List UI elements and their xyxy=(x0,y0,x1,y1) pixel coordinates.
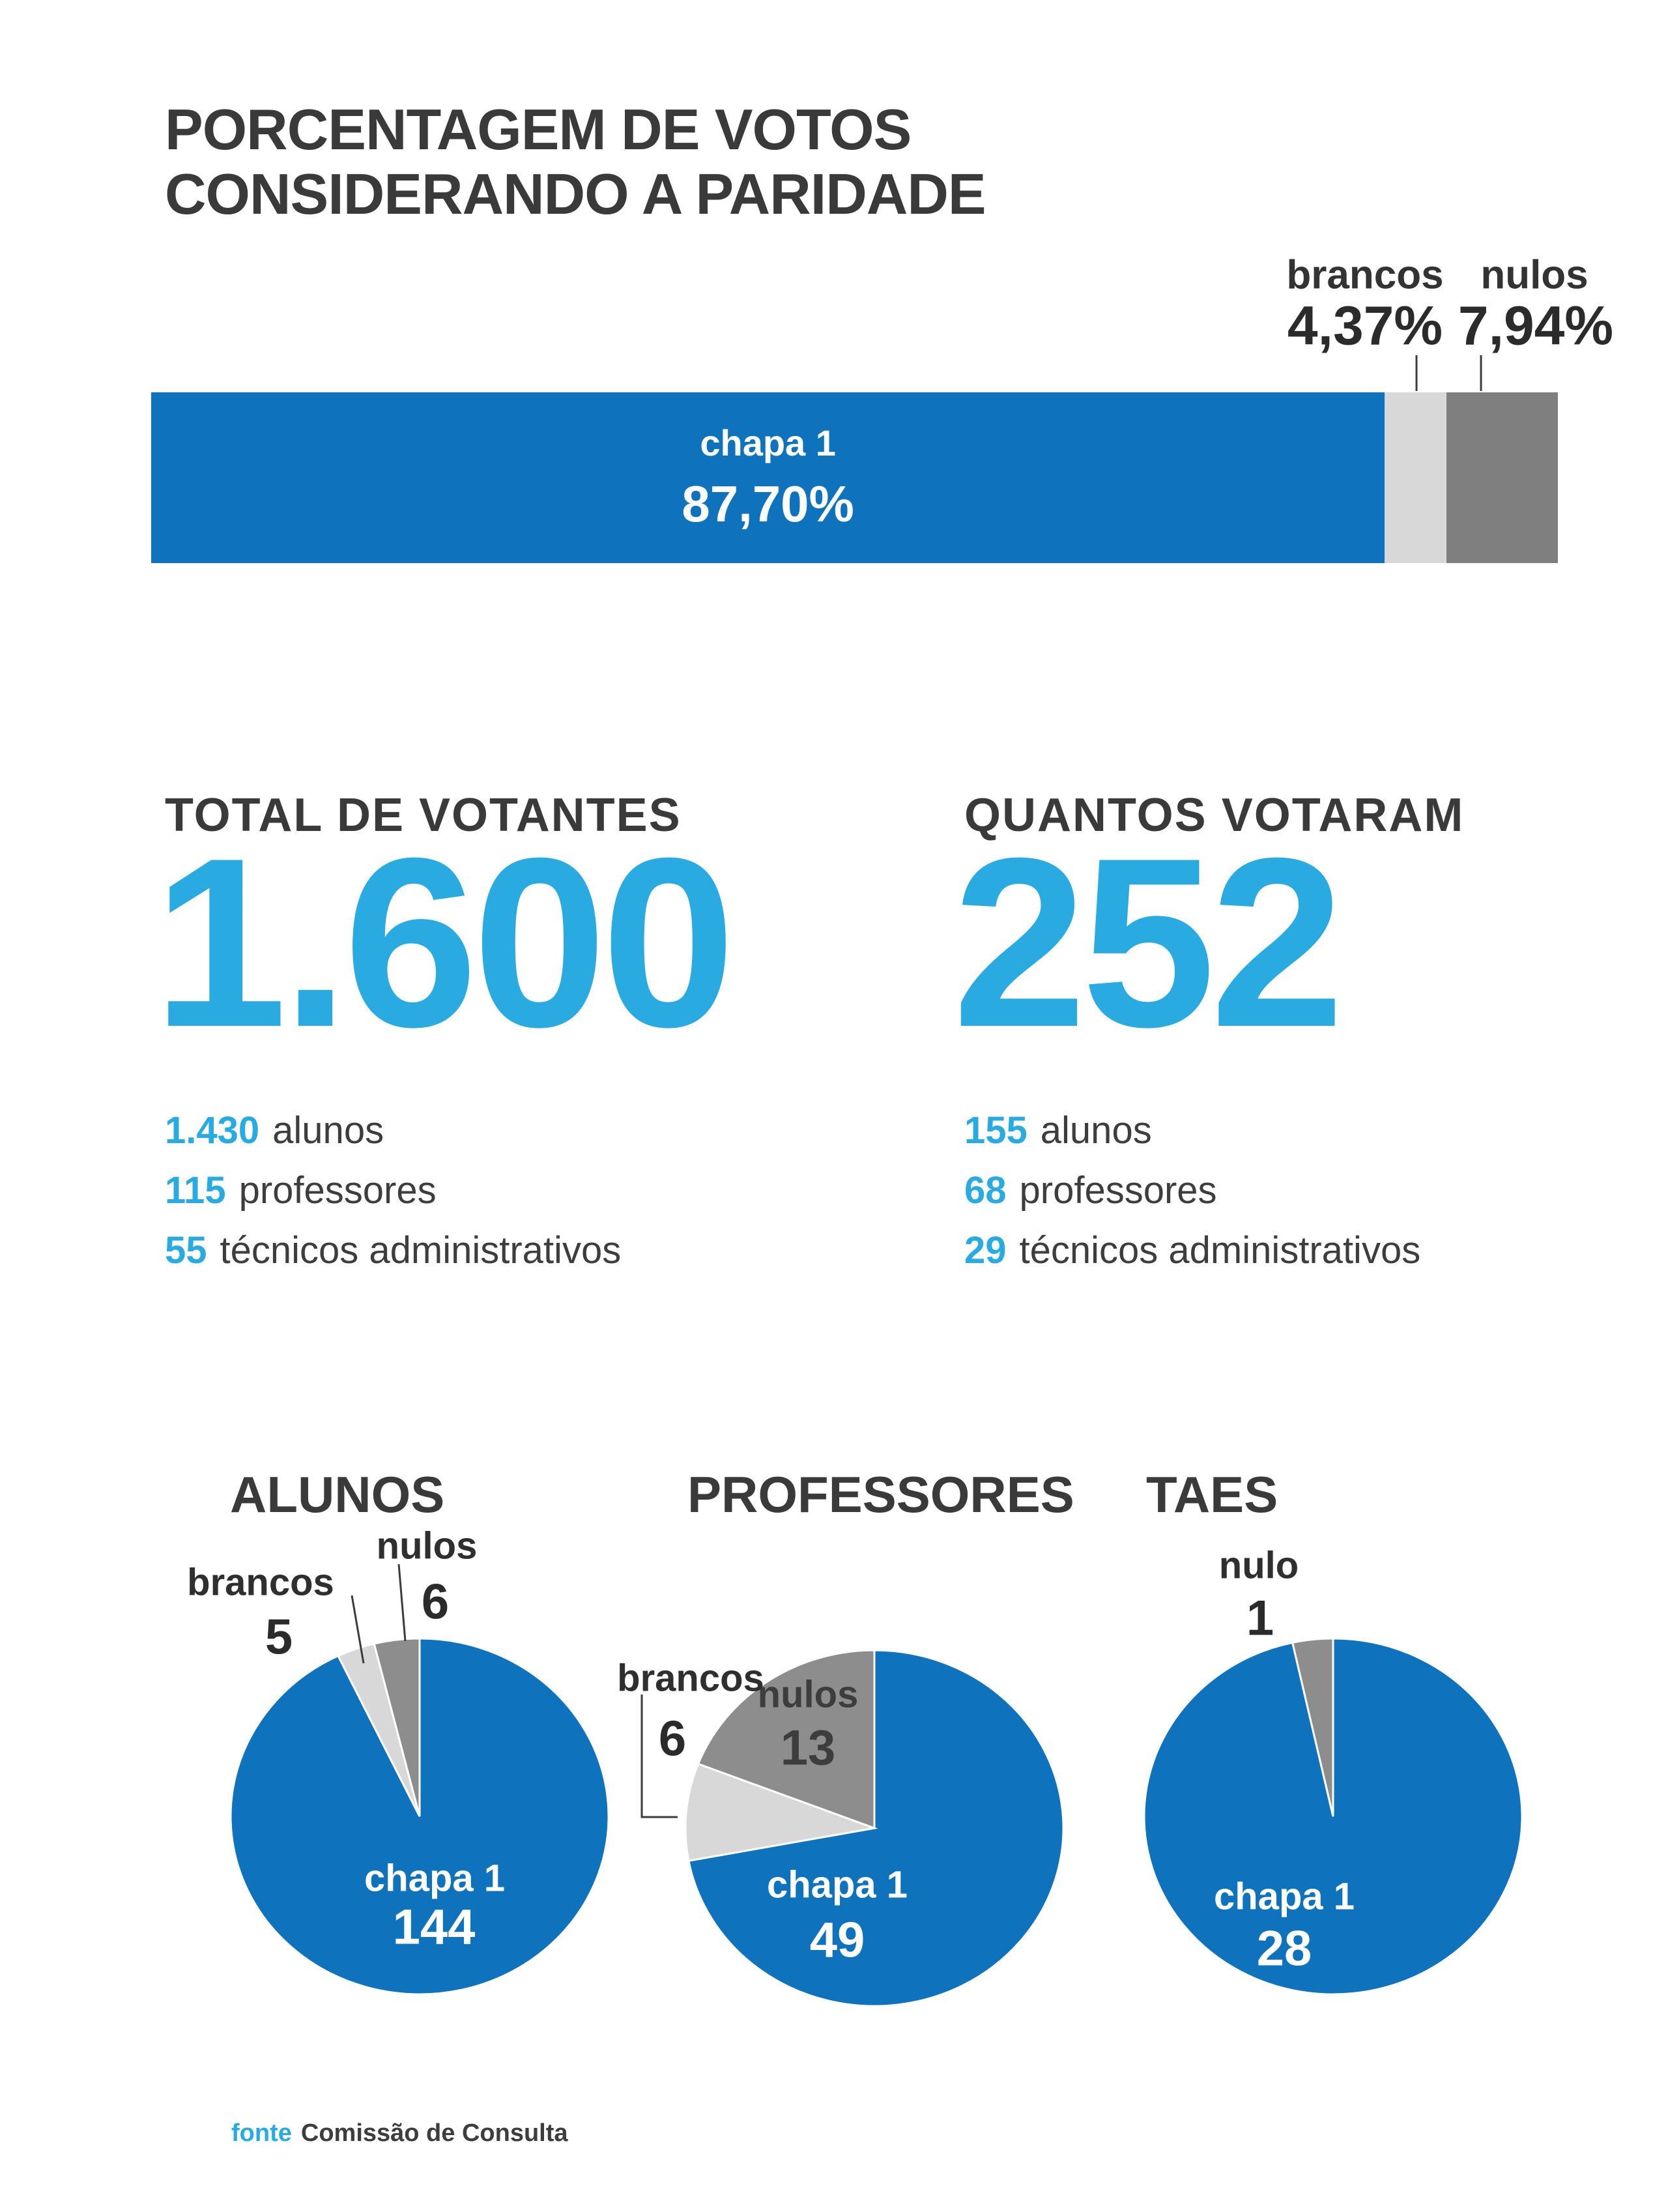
pie-taes-nulo-label: nulo xyxy=(1218,1544,1299,1587)
pie-alunos-nulos-value: 6 xyxy=(421,1574,450,1630)
bar-segment-chapa-1-pct: 87,70% xyxy=(682,475,854,532)
pie-alunos-nulos-label: nulos xyxy=(376,1524,478,1567)
pie-title-taes: TAES xyxy=(1146,1466,1278,1523)
bar-value-nulos: 7,94% xyxy=(1458,295,1614,357)
pie-professores-brancos-value: 6 xyxy=(658,1711,687,1767)
pie-taes-chapa1-label: chapa 1 xyxy=(1214,1875,1355,1918)
bar-label-brancos: brancos xyxy=(1286,252,1444,298)
pie-taes-chapa1-value: 28 xyxy=(1256,1921,1312,1977)
breakdown-row: 29 técnicos administrativos xyxy=(964,1220,1420,1280)
pie-professores-nulos-label: nulos xyxy=(757,1673,859,1716)
breakdown-label: técnicos administrativos xyxy=(1019,1229,1421,1272)
stacked-bar-chart: chapa 1 87,70% xyxy=(151,392,1558,563)
breakdown-row: 1.430 alunos xyxy=(165,1100,621,1160)
pie-svg-alunos xyxy=(229,1637,610,1996)
pie-slice-nulos xyxy=(373,1637,421,1817)
pie-chart-taes: chapa 1 28 xyxy=(1138,1629,1529,2001)
quantos-votaram-breakdown: 155 alunos 68 professores 29 técnicos ad… xyxy=(964,1100,1420,1280)
pie-alunos-chapa1-value: 144 xyxy=(392,1899,476,1955)
pie-slice-nulo xyxy=(1291,1637,1334,1817)
pie-svg-taes xyxy=(1143,1637,1523,1996)
breakdown-value: 1.430 xyxy=(165,1109,260,1152)
breakdown-label: professores xyxy=(1019,1169,1217,1212)
pie-alunos-brancos-label: brancos xyxy=(187,1561,334,1604)
breakdown-row: 68 professores xyxy=(964,1160,1420,1220)
pie-chart-professores: nulos 13 chapa 1 49 xyxy=(679,1641,1070,2013)
total-votantes-heading: TOTAL DE VOTANTES xyxy=(165,789,682,841)
source-footer: fonte Comissão de Consulta xyxy=(231,2119,568,2147)
total-votantes-number: 1.600 xyxy=(153,808,736,1077)
bar-value-brancos: 4,37% xyxy=(1287,295,1443,357)
bar-segment-chapa-1-label: chapa 1 xyxy=(700,422,836,463)
pie-chart-alunos: chapa 1 144 xyxy=(224,1629,615,2001)
pie-professores-nulos-value: 13 xyxy=(780,1720,836,1776)
source-name: Comissão de Consulta xyxy=(300,2119,568,2147)
total-votantes-breakdown: 1.430 alunos 115 professores 55 técnicos… xyxy=(165,1100,621,1280)
breakdown-value: 155 xyxy=(964,1109,1028,1152)
breakdown-row: 55 técnicos administrativos xyxy=(165,1220,621,1280)
pie-title-professores: PROFESSORES xyxy=(687,1466,1074,1523)
breakdown-label: técnicos administrativos xyxy=(220,1229,622,1272)
source-label: fonte xyxy=(231,2119,292,2147)
pie-slice-brancos xyxy=(684,1762,878,1862)
breakdown-value: 55 xyxy=(165,1229,207,1272)
quantos-votaram-heading: QUANTOS VOTARAM xyxy=(964,789,1465,841)
pie-professores-chapa1-label: chapa 1 xyxy=(767,1863,908,1906)
breakdown-label: alunos xyxy=(272,1109,384,1152)
pie-alunos-brancos-value: 5 xyxy=(265,1609,293,1665)
breakdown-value: 29 xyxy=(964,1229,1007,1272)
pie-alunos-chapa1-label: chapa 1 xyxy=(364,1857,505,1900)
pie-title-alunos: ALUNOS xyxy=(230,1466,445,1523)
page-title-line2: CONSIDERANDO A PARIDADE xyxy=(165,161,986,226)
breakdown-value: 115 xyxy=(165,1169,226,1212)
breakdown-label: professores xyxy=(238,1169,437,1212)
breakdown-row: 115 professores xyxy=(165,1160,621,1220)
pie-taes-nulo-value: 1 xyxy=(1246,1590,1274,1646)
page-title: PORCENTAGEM DE VOTOS CONSIDERANDO A PARI… xyxy=(165,97,986,226)
bar-segment-chapa-1: chapa 1 87,70% xyxy=(151,392,1385,563)
breakdown-label: alunos xyxy=(1040,1109,1152,1152)
bar-segment-nulos xyxy=(1446,392,1558,563)
breakdown-row: 155 alunos xyxy=(964,1100,1420,1160)
pie-slice-nulos xyxy=(697,1649,876,1830)
pie-svg-professores xyxy=(684,1649,1065,2007)
breakdown-value: 68 xyxy=(964,1169,1007,1212)
quantos-votaram-number: 252 xyxy=(953,808,1344,1077)
pie-professores-chapa1-value: 49 xyxy=(809,1912,865,1968)
bar-label-nulos: nulos xyxy=(1480,252,1589,298)
pie-professores-brancos-label: brancos xyxy=(617,1657,764,1700)
bar-segment-brancos xyxy=(1385,392,1446,563)
page-title-line1: PORCENTAGEM DE VOTOS xyxy=(165,97,912,162)
